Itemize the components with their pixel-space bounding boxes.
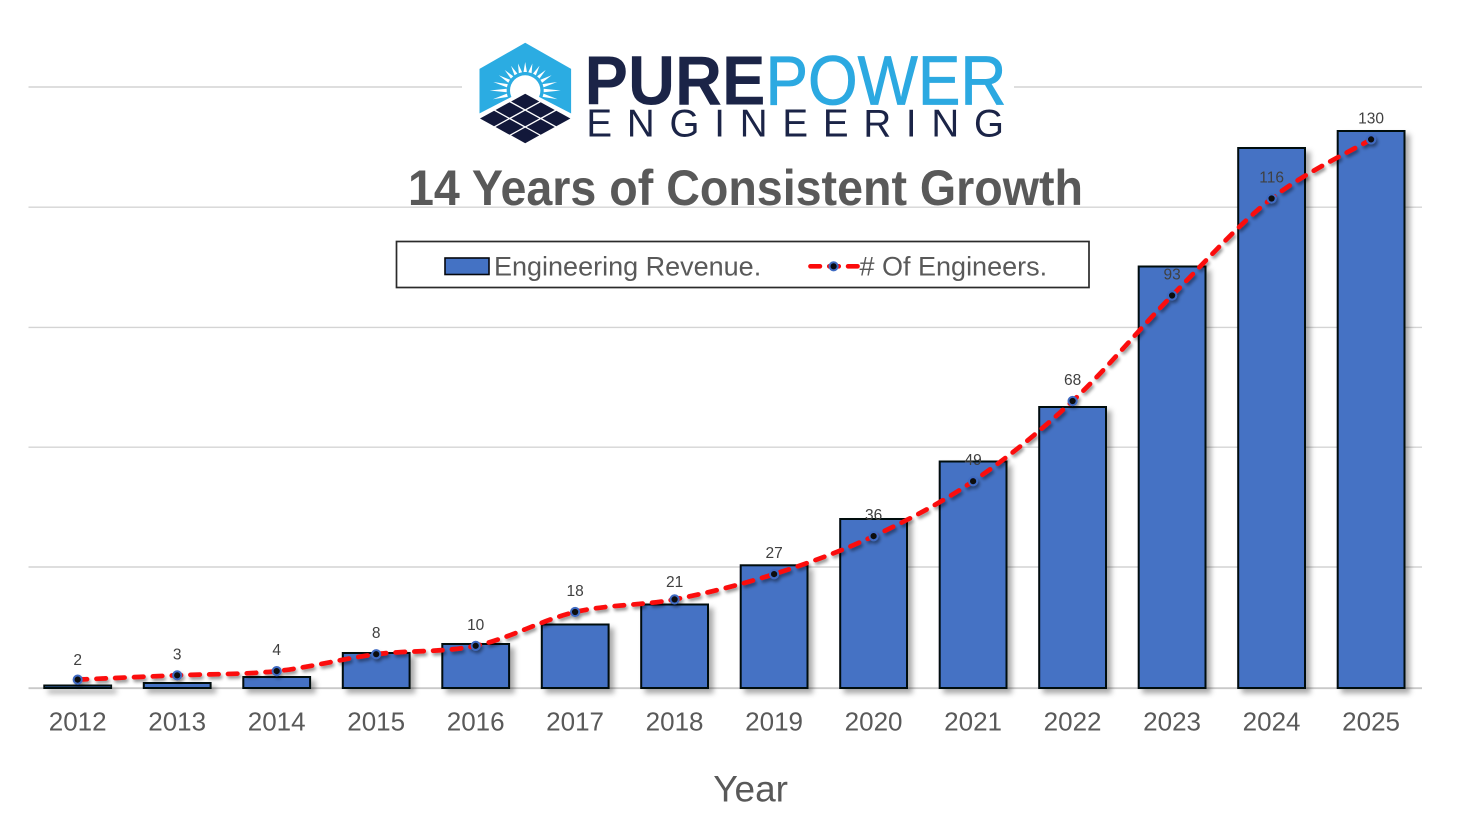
svg-text:ENGINEERING: ENGINEERING xyxy=(586,103,1004,146)
svg-text:PURE: PURE xyxy=(585,42,766,120)
svg-text:2015: 2015 xyxy=(347,707,405,737)
svg-text:2023: 2023 xyxy=(1143,707,1201,737)
svg-text:2: 2 xyxy=(73,652,82,669)
svg-text:10: 10 xyxy=(467,617,485,634)
svg-text:2020: 2020 xyxy=(845,707,903,737)
svg-text:21: 21 xyxy=(666,574,683,591)
svg-text:2022: 2022 xyxy=(1044,707,1102,737)
svg-text:27: 27 xyxy=(765,545,782,562)
svg-text:116: 116 xyxy=(1259,170,1284,187)
svg-text:68: 68 xyxy=(1064,372,1081,389)
svg-text:4: 4 xyxy=(272,642,281,659)
svg-text:# Of Engineers.: # Of Engineers. xyxy=(860,252,1048,282)
svg-text:130: 130 xyxy=(1358,110,1384,127)
svg-text:2018: 2018 xyxy=(646,707,704,737)
svg-text:49: 49 xyxy=(964,452,981,469)
svg-text:2016: 2016 xyxy=(447,707,505,737)
svg-text:2025: 2025 xyxy=(1342,707,1400,737)
svg-text:2024: 2024 xyxy=(1243,707,1301,737)
svg-text:Year: Year xyxy=(713,769,788,810)
svg-text:93: 93 xyxy=(1163,267,1180,284)
svg-text:2014: 2014 xyxy=(248,707,306,737)
svg-text:2019: 2019 xyxy=(745,707,803,737)
svg-text:2013: 2013 xyxy=(148,707,206,737)
svg-text:18: 18 xyxy=(566,583,583,600)
svg-text:36: 36 xyxy=(865,507,882,524)
svg-text:2021: 2021 xyxy=(944,707,1002,737)
svg-text:POWER: POWER xyxy=(766,42,1007,120)
svg-text:2017: 2017 xyxy=(546,707,604,737)
svg-text:Engineering Revenue.: Engineering Revenue. xyxy=(494,252,761,282)
svg-text:2012: 2012 xyxy=(49,707,107,737)
svg-text:3: 3 xyxy=(173,646,182,663)
svg-text:14 Years of Consistent Growth: 14 Years of Consistent Growth xyxy=(408,160,1083,216)
svg-text:8: 8 xyxy=(372,625,381,642)
